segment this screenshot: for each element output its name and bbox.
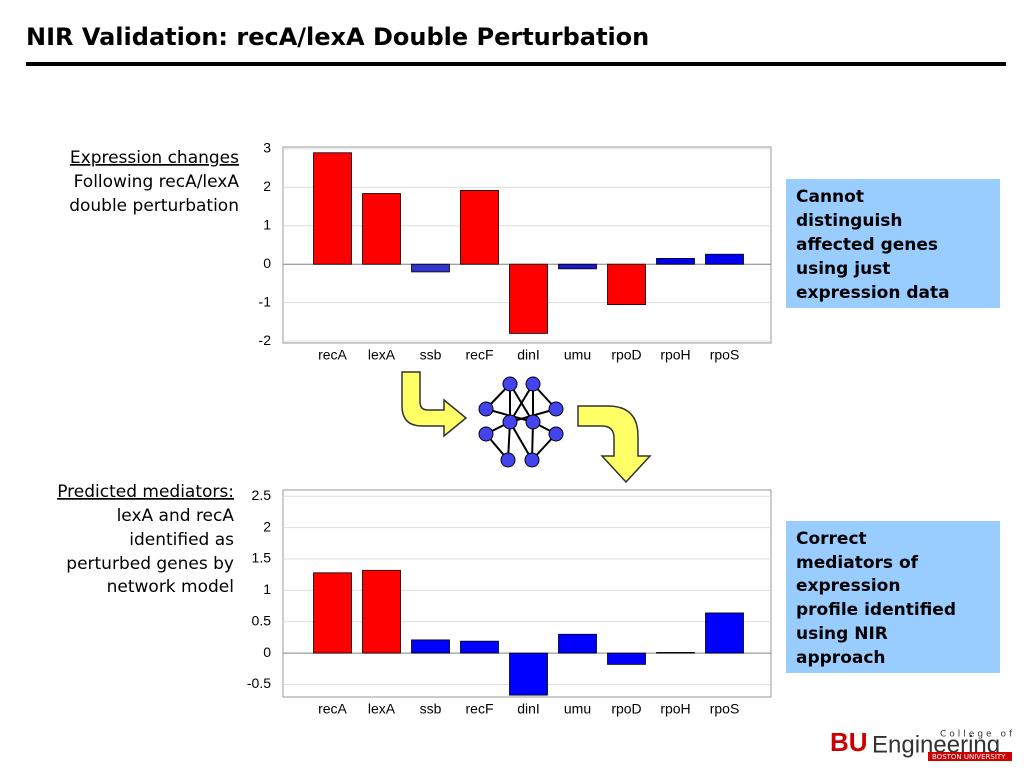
x-tick-label: rpoS [710, 701, 740, 717]
bar [558, 263, 597, 270]
y-tick-label: 1.5 [252, 550, 272, 566]
note-line: Correct [796, 529, 867, 549]
network-nodes [478, 376, 564, 468]
x-tick-label: rpoH [660, 347, 690, 363]
side-line: Following recA/lexA [74, 172, 240, 192]
x-tick-label: rpoD [611, 347, 641, 363]
note: Correct mediators of expression profile … [796, 529, 956, 668]
note-line: profile identified [796, 600, 956, 620]
side-line: perturbed genes by [66, 554, 234, 574]
x-tick-label: ssb [420, 701, 442, 717]
note-line: approach [796, 648, 886, 668]
bar [656, 258, 695, 265]
bar [558, 633, 597, 654]
title-rule [26, 62, 1006, 66]
note-line: affected genes [796, 235, 938, 255]
x-tick-label: rpoH [660, 701, 690, 717]
x-tick-label: recF [466, 701, 494, 717]
logo-band [928, 752, 1012, 761]
arrow [401, 371, 468, 438]
side-line: identified as [129, 530, 234, 550]
x-tick-label: dinI [517, 701, 540, 717]
note-line: Cannot [796, 187, 864, 207]
y-tick-label: 0 [263, 644, 271, 660]
network-edges [485, 383, 557, 461]
bar [362, 569, 401, 654]
x-tick-label: umu [564, 701, 591, 717]
side-line: network model [107, 577, 234, 597]
side-line: lexA and recA [117, 506, 235, 526]
bar [509, 263, 548, 334]
arrow [577, 405, 652, 484]
y-tick-label: 3 [263, 140, 271, 156]
note: Cannot distinguish affected genes using … [796, 187, 950, 303]
logo-bottom: BOSTON UNIVERSITY [932, 753, 1006, 761]
note-box [786, 521, 1000, 673]
y-tick-label: 2 [263, 178, 271, 194]
note-line: expression [796, 576, 900, 596]
bar [460, 640, 499, 654]
side-heading: Expression changes [70, 148, 239, 168]
x-tick-label: recA [318, 347, 347, 363]
y-tick-label: -0.5 [247, 675, 271, 691]
y-tick-label: 0.5 [252, 612, 272, 628]
x-tick-label: lexA [368, 701, 396, 717]
y-tick-label: 2.5 [252, 487, 272, 503]
x-tick-label: ssb [420, 347, 442, 363]
note-line: distinguish [796, 211, 903, 231]
x-tick-label: rpoS [710, 347, 740, 363]
bar [411, 263, 450, 273]
bar [460, 190, 499, 265]
note-line: expression data [796, 283, 950, 303]
x-tick-label: lexA [368, 347, 396, 363]
note-line: using NIR [796, 624, 888, 644]
note-box [786, 179, 1000, 308]
bar [705, 253, 744, 265]
y-tick-label: -1 [259, 293, 272, 309]
y-tick-label: 1 [263, 216, 271, 232]
bar [411, 639, 450, 654]
logo-top: College of [940, 730, 1015, 740]
y-tick-label: 2 [263, 518, 271, 534]
bar [607, 263, 646, 305]
side-heading: Predicted mediators: [57, 482, 234, 502]
x-tick-label: umu [564, 347, 591, 363]
side-line: double perturbation [69, 196, 239, 216]
logo: BU Engineering College of BOSTON UNIVERS… [830, 727, 1015, 761]
x-tick-label: recF [466, 347, 494, 363]
note-line: using just [796, 259, 890, 279]
bar [313, 152, 352, 265]
x-tick-label: recA [318, 701, 347, 717]
bar [362, 193, 401, 265]
bar [607, 652, 646, 665]
x-tick-label: dinI [517, 347, 540, 363]
bar [705, 612, 744, 654]
y-tick-label: 0 [263, 255, 271, 271]
bar [313, 572, 352, 654]
bar [509, 652, 548, 696]
logo-bu: BU [830, 727, 868, 757]
note-line: mediators of [796, 553, 919, 573]
y-tick-label: 1 [263, 581, 271, 597]
bar [656, 652, 695, 654]
slide-title: NIR Validation: recA/lexA Double Perturb… [26, 23, 649, 51]
y-tick-label: -2 [259, 332, 272, 348]
x-tick-label: rpoD [611, 701, 641, 717]
